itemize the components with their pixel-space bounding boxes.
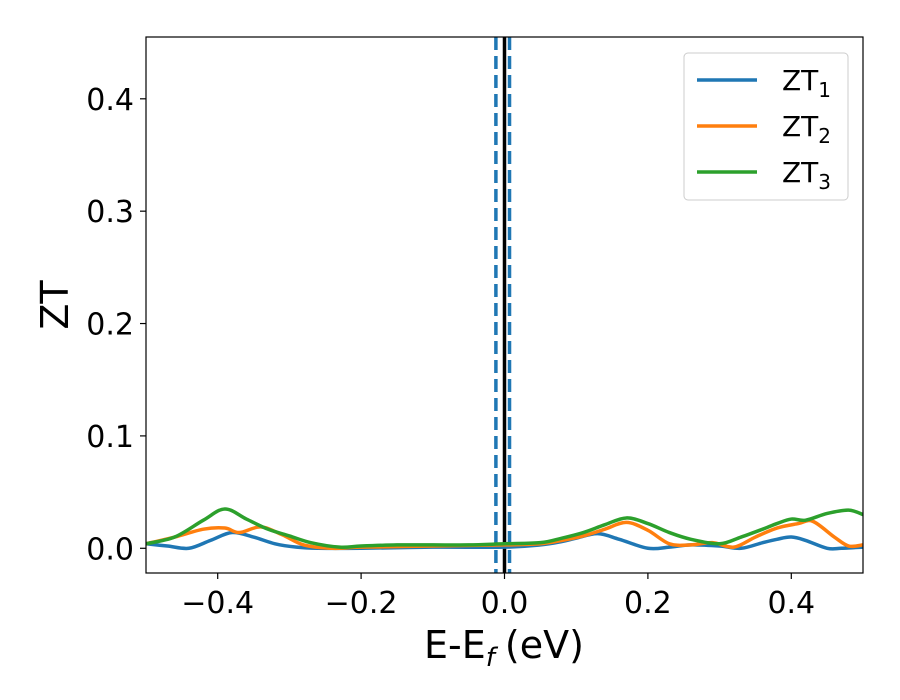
legend-entry-zt3: ZT3 [782, 156, 831, 194]
legend-entry-zt1: ZT1 [782, 64, 831, 102]
y-tick-label: 0.1 [86, 420, 134, 455]
x-tick-label: 0.0 [481, 586, 529, 621]
legend-box [683, 52, 849, 201]
x-tick-label: −0.2 [325, 586, 398, 621]
series-line-zt2 [146, 518, 863, 551]
x-tick-label: −0.4 [181, 586, 254, 621]
x-axis-label: E-Ef (eV) [424, 623, 584, 673]
y-tick-label: 0.4 [86, 83, 134, 118]
x-tick-label: 0.2 [624, 586, 672, 621]
y-tick-label: 0.0 [86, 532, 134, 567]
y-tick-label: 0.2 [86, 308, 134, 343]
legend: ZT1 ZT2 ZT3 [683, 52, 849, 201]
x-tick-label: 0.4 [767, 586, 815, 621]
x-axis-ticks: −0.4 −0.2 0.0 0.2 0.4 [181, 573, 815, 621]
y-axis-ticks: 0.0 0.1 0.2 0.3 0.4 [86, 83, 146, 567]
reference-lines [494, 37, 512, 573]
series-lines [146, 507, 863, 551]
legend-entry-zt2: ZT2 [782, 110, 831, 148]
y-axis-label: ZT [33, 280, 77, 330]
y-tick-label: 0.3 [86, 195, 134, 230]
series-line-zt3 [146, 507, 863, 550]
